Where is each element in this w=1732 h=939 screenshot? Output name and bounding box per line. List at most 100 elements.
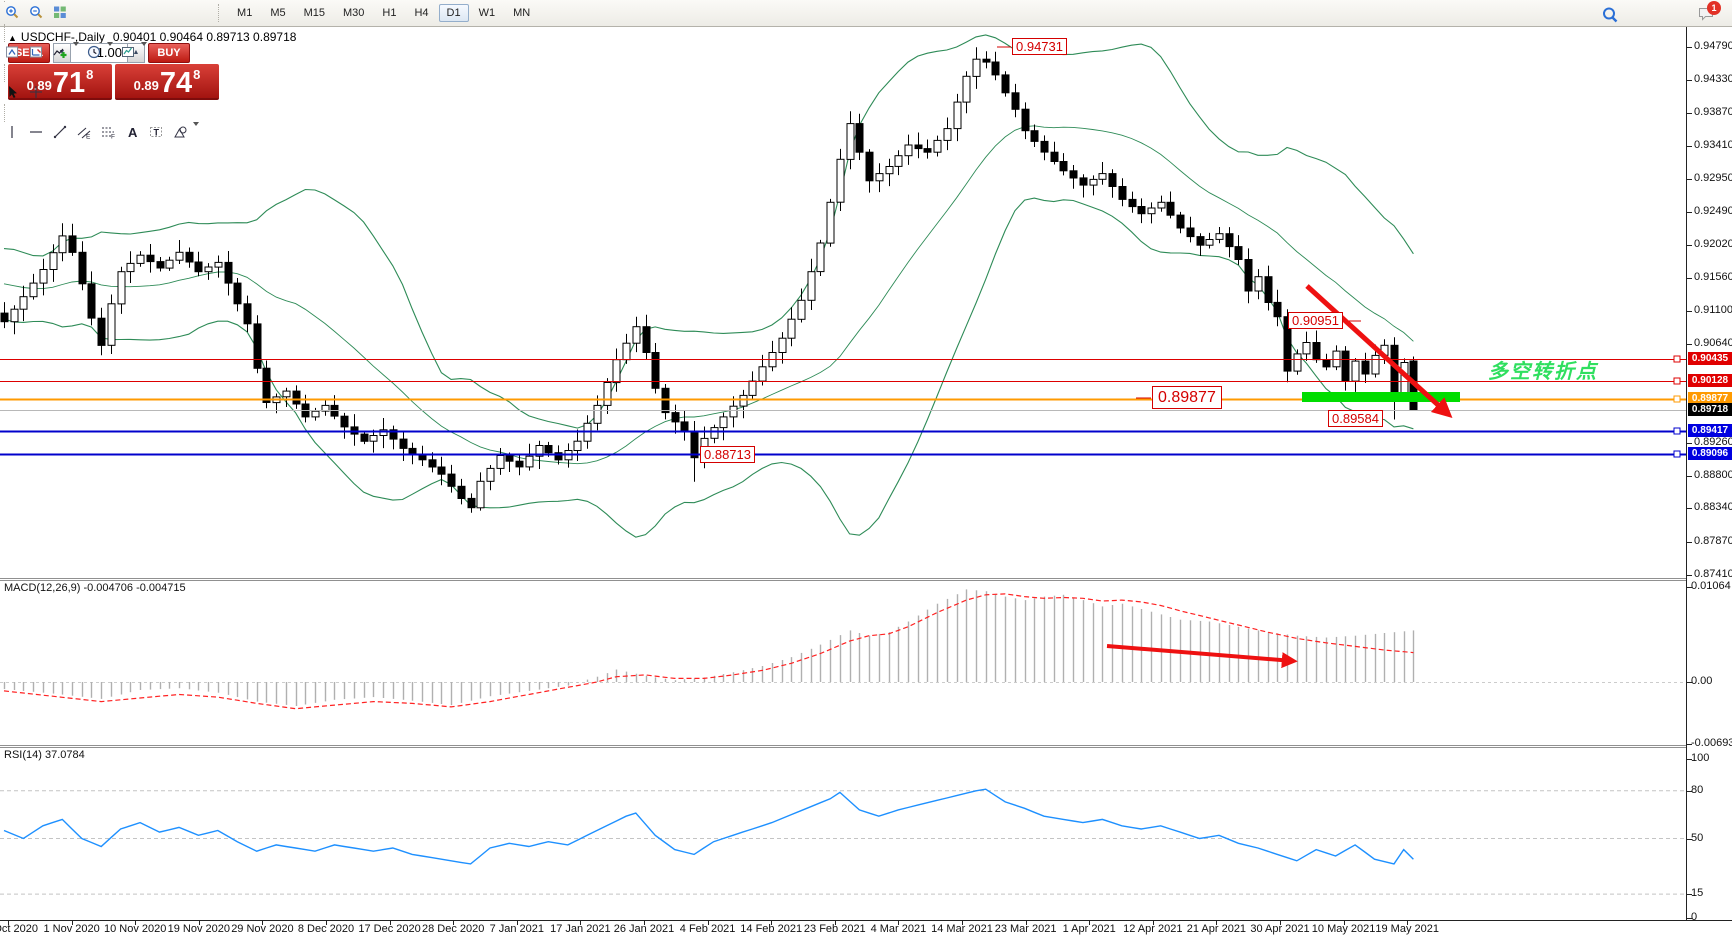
date-tick-label: 29 Nov 2020 <box>231 923 294 935</box>
price-tick-label: 0.89260 <box>1694 435 1732 448</box>
svg-text:F: F <box>111 134 115 140</box>
toolbar-button-tile-windows[interactable] <box>49 2 71 22</box>
chat-icon[interactable]: 1 <box>1695 1 1721 24</box>
toolbar-button-cursor-tool[interactable] <box>1 82 23 102</box>
toolbar-buttons: 新订单自动交易EFAT <box>0 0 214 144</box>
rsi-tick-label: 80 <box>1691 783 1704 796</box>
price-tick-label: 0.93410 <box>1694 138 1732 151</box>
macd-indicator-label: MACD(12,26,9) -0.004706 -0.004715 <box>4 582 186 594</box>
period-selector-dropdown-icon[interactable] <box>107 42 113 63</box>
price-tick-label: 0.88800 <box>1694 468 1732 481</box>
toolbar-separator <box>218 4 225 22</box>
toolbar-button-horizontal-line-tool[interactable] <box>25 122 47 142</box>
toolbar-button-text-tool[interactable]: A <box>121 122 143 142</box>
date-tick-label: 4 Mar 2021 <box>870 923 927 935</box>
shapes-tool-dropdown-icon[interactable] <box>193 122 199 143</box>
timeframe-H1[interactable]: H1 <box>382 7 397 19</box>
toolbar-button-crosshair-tool[interactable] <box>25 82 47 102</box>
price-tick-label: 0.91560 <box>1694 271 1732 284</box>
timeframe-M1[interactable]: M1 <box>237 7 253 19</box>
annotation-text[interactable]: 多空转折点 <box>1488 361 1598 383</box>
toolbar-button-templates[interactable] <box>117 42 139 62</box>
date-tick-label: 26 Jan 2021 <box>613 923 675 935</box>
notification-badge: 1 <box>1707 1 1721 15</box>
toolbar-button-period-selector[interactable] <box>83 42 105 62</box>
date-tick-label: 19 May 2021 <box>1375 923 1439 935</box>
sell-price-point: 8 <box>86 67 94 82</box>
timeframe-MN[interactable]: MN <box>513 7 531 19</box>
timeframe-M5[interactable]: M5 <box>270 7 286 19</box>
toolbar-button-fibonacci-tool[interactable]: F <box>97 122 119 142</box>
date-tick-label: 21 Apr 2021 <box>1186 923 1247 935</box>
collapse-arrow-icon[interactable]: ▲ <box>8 33 17 43</box>
toolbar-button-auto-arrange[interactable] <box>1 42 23 62</box>
date-tick-label: 23 Mar 2021 <box>994 923 1057 935</box>
ohlc-values: 0.90401 0.90464 0.89713 0.89718 <box>112 30 297 44</box>
date-tick-label: 10 Nov 2020 <box>103 923 167 935</box>
price-level-badge: 0.89877 <box>1688 392 1732 405</box>
date-tick-label: 1 Nov 2020 <box>43 923 100 935</box>
toolbar-button-equidistant-channel-tool[interactable]: E <box>73 122 95 142</box>
date-tick-label: 19 Nov 2020 <box>167 923 230 935</box>
date-tick-label: 28 Dec 2020 <box>421 923 485 935</box>
price-callout[interactable]: 0.90951 <box>1288 312 1343 329</box>
price-level-badge: 0.89096 <box>1688 447 1732 460</box>
toolbar-button-zoom-in[interactable] <box>1 2 23 22</box>
svg-text:E: E <box>86 134 91 140</box>
toolbar-button-zoom-out[interactable] <box>25 2 47 22</box>
toolbar-button-vertical-line-tool[interactable] <box>1 122 23 142</box>
rsi-tick-label: 50 <box>1691 831 1704 844</box>
volume-decrease-button[interactable]: ▼ <box>53 42 71 63</box>
timeframe-D1[interactable]: D1 <box>438 4 469 22</box>
price-chart-canvas[interactable] <box>0 26 1732 939</box>
date-tick-label: 14 Feb 2021 <box>740 923 803 935</box>
date-tick-label: 4 Feb 2021 <box>679 923 736 935</box>
sell-price-quote[interactable]: 0.89 71 8 <box>8 64 112 100</box>
price-level-badge: 0.90435 <box>1688 352 1732 365</box>
macd-tick-label: 0.01064 <box>1691 580 1731 593</box>
toolbar-button-shapes-tool[interactable] <box>169 122 191 142</box>
price-callout[interactable]: 0.88713 <box>700 446 755 463</box>
buy-button[interactable]: BUY <box>148 42 190 63</box>
price-tick-label: 0.87870 <box>1694 535 1732 548</box>
price-tick-label: 0.94330 <box>1694 72 1732 85</box>
timeframe-H4[interactable]: H4 <box>414 7 429 19</box>
timeframe-W1[interactable]: W1 <box>478 7 496 19</box>
sell-price-big-figure: 0.89 <box>26 78 52 93</box>
date-tick-label: 1 Apr 2021 <box>1062 923 1116 935</box>
svg-text:A: A <box>128 125 138 139</box>
chart-overlays: 0.94790 0.94330 0.93870 0.93410 0.92950 0.924… <box>0 26 1732 939</box>
toolbar-button-trendline-tool[interactable] <box>49 122 71 142</box>
date-tick-label: 23 Feb 2021 <box>803 923 866 935</box>
toolbar-button-cascade-windows[interactable] <box>25 42 47 62</box>
buy-price-point: 8 <box>193 67 201 82</box>
rsi-indicator-label: RSI(14) 37.0784 <box>4 749 85 761</box>
price-tick-label: 0.92490 <box>1694 204 1732 217</box>
add-indicator-dropdown-icon[interactable] <box>73 42 79 63</box>
chart-area[interactable]: 0.94790 0.94330 0.93870 0.93410 0.92950 0.924… <box>0 26 1732 939</box>
price-callout[interactable]: 0.94731 <box>1012 38 1067 55</box>
price-callout[interactable]: 0.89877 <box>1152 386 1222 409</box>
buy-price-quote[interactable]: 0.89 74 8 <box>115 64 219 100</box>
date-tick-label: 30 Apr 2021 <box>1250 923 1310 935</box>
toolbar-button-add-indicator[interactable] <box>49 42 71 62</box>
svg-text:T: T <box>154 128 160 138</box>
price-tick-label: 0.88340 <box>1694 501 1732 514</box>
price-level-badge: 0.89718 <box>1688 403 1732 416</box>
rsi-tick-label: 100 <box>1691 752 1710 764</box>
toolbar-separator <box>4 24 11 42</box>
templates-dropdown-icon[interactable] <box>141 42 147 63</box>
search-icon[interactable] <box>1599 5 1621 25</box>
price-callout[interactable]: 0.89584 <box>1328 410 1383 427</box>
timeframe-M15[interactable]: M15 <box>303 7 325 19</box>
date-tick-label: 14 Mar 2021 <box>931 923 993 935</box>
toolbar-button-text-label-tool[interactable]: T <box>145 122 167 142</box>
sell-price-pips: 71 <box>52 67 86 99</box>
price-tick-label: 0.91100 <box>1694 304 1732 316</box>
toolbar-separator <box>4 104 11 122</box>
timeframe-bar: M1 M5 M15 M30 H1 H4 D1 W1 MN <box>214 4 539 22</box>
timeframe-M30[interactable]: M30 <box>343 7 365 19</box>
rsi-tick-label: 0 <box>1691 911 1698 923</box>
